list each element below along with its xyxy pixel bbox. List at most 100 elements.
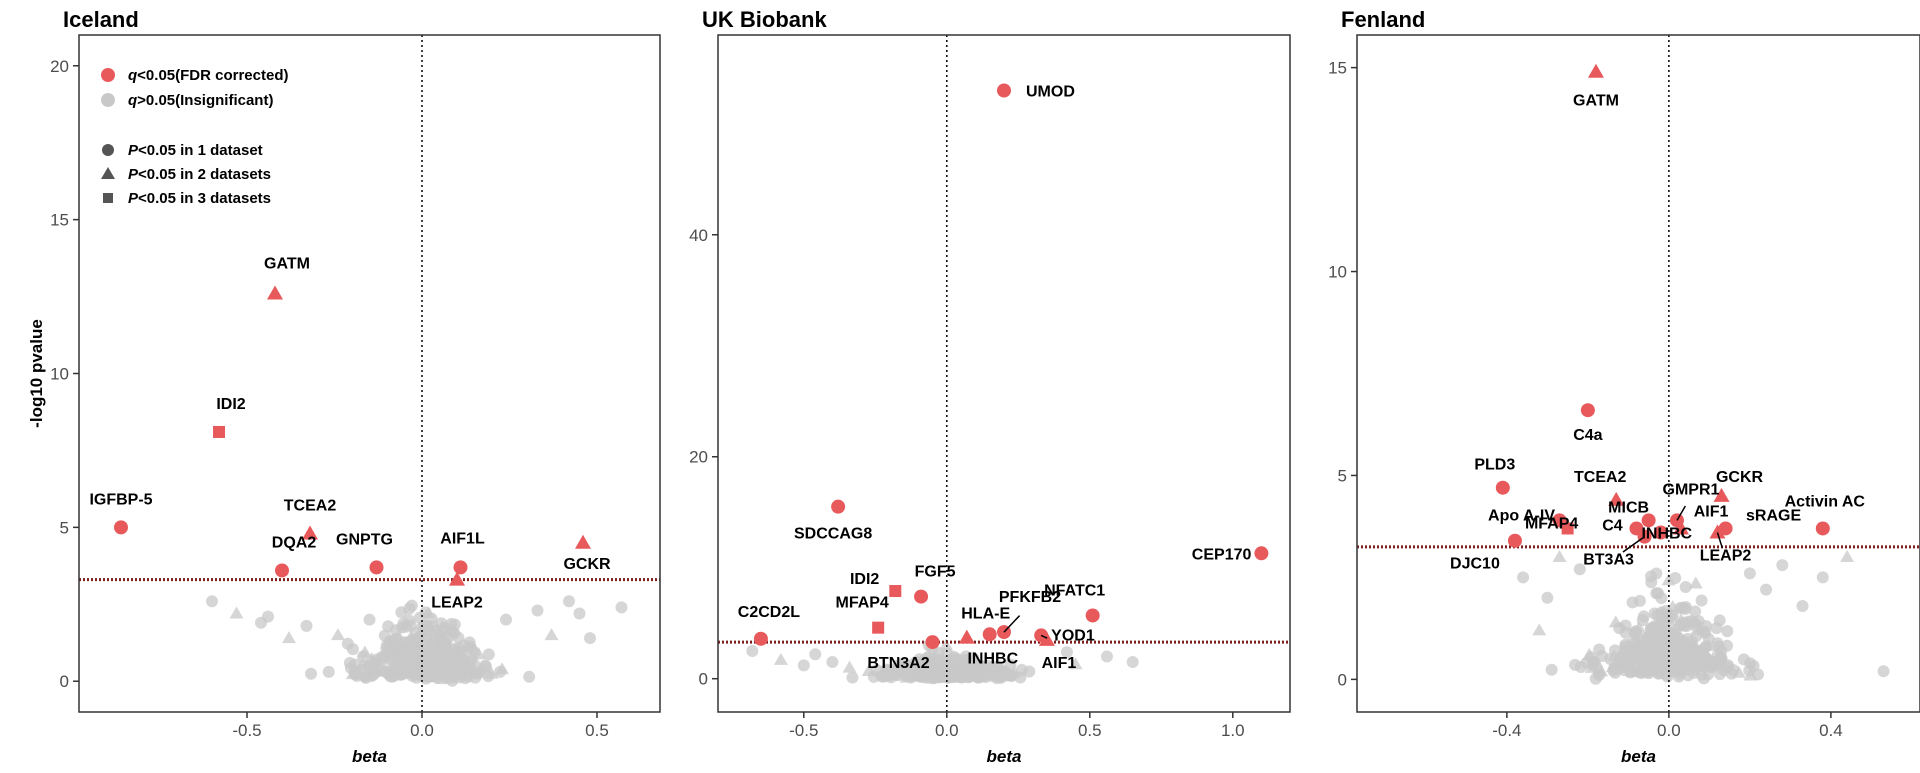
y-tick-label: 20 [689, 448, 708, 467]
insignificant-point [915, 668, 928, 681]
label-leader-line [1040, 634, 1048, 639]
insignificant-point [1517, 571, 1530, 584]
insignificant-point [421, 668, 434, 681]
y-tick-label: 10 [1328, 263, 1347, 282]
gene-label: FGF5 [915, 564, 956, 581]
insignificant-point [877, 670, 890, 683]
gene-label: CEP170 [1192, 546, 1252, 563]
insignificant-point [1651, 609, 1664, 622]
gene-label: DJC10 [1450, 556, 1500, 573]
y-tick-label: 0 [60, 672, 69, 691]
x-tick-label: 0.0 [410, 721, 434, 740]
insignificant-point [1126, 656, 1139, 669]
insignificant-point [1721, 661, 1734, 674]
insignificant-point [1637, 610, 1650, 623]
significant-point [575, 534, 591, 549]
insignificant-points [746, 638, 1139, 685]
y-tick-label: 0 [1338, 670, 1347, 689]
gene-label: Activin AC [1785, 493, 1866, 510]
insignificant-point [584, 632, 596, 645]
legend-shape-label: P<0.05 in 2 datasets [128, 166, 271, 183]
insignificant-point [1545, 663, 1558, 676]
gene-label: GATM [1573, 93, 1619, 110]
y-tick-label: 20 [50, 57, 69, 76]
x-tick-label: 1.0 [1221, 721, 1245, 740]
x-tick-label: 0.5 [585, 721, 609, 740]
insignificant-point [482, 648, 495, 661]
insignificant-point [1582, 647, 1597, 660]
plot-frame [717, 34, 1291, 713]
insignificant-point [448, 627, 461, 640]
significant-point [1709, 524, 1726, 539]
insignificant-point [1679, 580, 1692, 593]
insignificant-point [406, 669, 419, 682]
label-leader-line [1716, 532, 1723, 549]
y-tick-label: 0 [699, 670, 708, 689]
insignificant-point [378, 629, 391, 642]
gene-label: GMPR1 [1663, 481, 1720, 498]
insignificant-point [563, 595, 575, 608]
insignificant-point [1628, 626, 1641, 639]
insignificant-point [573, 607, 586, 620]
legend: q<0.05(FDR corrected) q>0.05(Insignifican… [101, 67, 288, 207]
gene-label: IDI2 [216, 396, 245, 413]
insignificant-point [1688, 576, 1703, 589]
insignificant-point [1023, 665, 1036, 678]
insignificant-point [494, 665, 507, 678]
insignificant-point [448, 618, 461, 631]
insignificant-point [341, 637, 354, 650]
gene-label: AIF1 [1694, 503, 1729, 520]
insignificant-point [1676, 601, 1689, 614]
legend-shape-swatch [101, 167, 115, 179]
insignificant-points [1517, 550, 1890, 685]
insignificant-point [459, 672, 472, 685]
gene-label: AIF1 [1042, 655, 1077, 672]
insignificant-point [1700, 620, 1713, 633]
insignificant-point [842, 660, 857, 673]
panel-title: Fenland [1341, 7, 1425, 32]
insignificant-point [1796, 599, 1809, 612]
x-axis-label: beta [352, 747, 387, 766]
insignificant-point [331, 628, 345, 641]
gene-label: GCKR [1716, 469, 1764, 486]
insignificant-point [904, 671, 917, 684]
gene-label: LEAP2 [1700, 548, 1752, 565]
gene-label: LEAP2 [431, 595, 483, 612]
gene-label: Apo A-IV [1488, 507, 1555, 524]
y-tick-label: 5 [1338, 466, 1347, 485]
significant-point [982, 627, 997, 642]
y-axis-label: -log10 pvalue [27, 319, 46, 428]
gene-label: C2CD2L [738, 604, 800, 621]
panel-1: Iceland GATM IDI2 IGFBP-5 TCEA2 DQA2 GNPTG AIF1… [27, 7, 661, 766]
insignificant-point [1614, 653, 1627, 666]
insignificant-point [1710, 622, 1723, 635]
gene-label: C4a [1573, 427, 1602, 444]
panel-3: Fenland GATM C4a PLD3 GCKR TCEA2 Activin AC Apo… [1328, 7, 1920, 766]
insignificant-point [500, 613, 512, 626]
gene-label: DQA2 [272, 534, 317, 551]
insignificant-point [920, 652, 933, 665]
insignificant-point [1532, 623, 1547, 636]
insignificant-point [1703, 655, 1716, 668]
insignificant-point [523, 670, 536, 683]
legend-color-label: q<0.05(FDR corrected) [128, 67, 288, 84]
insignificant-point [965, 666, 978, 679]
insignificant-point [1701, 639, 1716, 652]
y-tick-label: 15 [50, 211, 69, 230]
insignificant-point [451, 658, 464, 671]
gene-label: BTN3A2 [867, 655, 929, 672]
gene-label: MFAP4 [835, 595, 888, 612]
insignificant-point [262, 610, 274, 623]
insignificant-point [544, 628, 559, 641]
insignificant-point [987, 660, 1002, 673]
significant-point [1085, 608, 1100, 623]
significant-point [831, 499, 846, 514]
significant-points: GATM IDI2 IGFBP-5 TCEA2 DQA2 GNPTG AIF1L LEAP2 G… [89, 255, 611, 611]
insignificant-point [385, 665, 398, 678]
insignificant-point [1654, 644, 1667, 657]
legend-shape-label: P<0.05 in 3 datasets [128, 190, 271, 207]
insignificant-point [939, 638, 954, 651]
insignificant-point [1697, 672, 1710, 685]
insignificant-point [403, 602, 416, 615]
